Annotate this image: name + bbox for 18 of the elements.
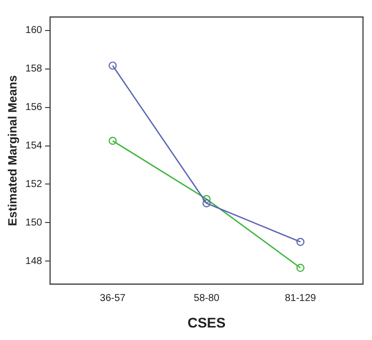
x-tick-label: 58-80 [194,292,220,304]
point [296,264,304,272]
point [202,199,211,208]
y-axis-title: Estimated Marginal Means [6,74,20,226]
y-tick-label: 152 [25,178,43,190]
point [108,62,117,70]
x-tick-label: 81-129 [284,292,316,304]
y-tick-label: 158 [25,64,43,75]
point [108,136,117,145]
y-tick-label: 150 [25,217,43,228]
point [202,194,211,204]
y-tick-label: 154 [25,140,43,152]
y-tick-label: 156 [25,102,43,114]
y-tick-label: 160 [25,25,43,36]
x-tick-label: 36-57 [100,292,126,304]
x-axis-title: CSES [187,314,226,330]
y-tick-label: 148 [25,256,43,267]
point [296,238,304,246]
